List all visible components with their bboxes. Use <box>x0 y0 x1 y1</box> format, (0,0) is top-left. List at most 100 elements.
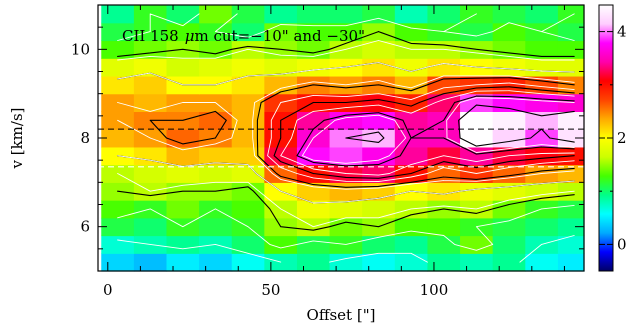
title-rest: m cut=−10" and −30" <box>194 27 365 45</box>
white-contour-line <box>117 40 575 228</box>
heatmap-cell <box>329 253 363 272</box>
white-contour-line <box>280 90 575 176</box>
heatmap-cell <box>394 111 429 130</box>
heatmap-cell <box>329 146 363 166</box>
title-mu: μ <box>185 27 195 45</box>
heatmap-cell <box>231 129 265 148</box>
colorbar-ticks: 0 2 4 <box>599 23 627 253</box>
heatmap-cell <box>231 111 265 130</box>
heatmap-cell <box>199 111 233 130</box>
colorbar-tick-label: 0 <box>617 235 627 253</box>
heatmap-cell <box>525 93 559 112</box>
black-contour-line <box>273 86 575 179</box>
heatmap-cell <box>460 235 494 254</box>
heatmap-cell <box>492 129 526 148</box>
heatmap-cell <box>101 235 135 254</box>
heatmap-cell <box>427 217 461 237</box>
heatmap-cell <box>492 200 526 219</box>
heatmap-cell <box>427 75 461 95</box>
heatmap-cell <box>133 253 168 272</box>
heatmap-cell <box>166 5 200 24</box>
heatmap-cell <box>166 253 200 272</box>
title-species: CII 158 <box>122 27 179 45</box>
heatmap-cell <box>394 253 429 272</box>
heatmap-cell <box>231 75 265 95</box>
black-contour-line <box>296 95 575 167</box>
heatmap-cell <box>557 75 585 95</box>
heatmap-cell <box>557 253 585 272</box>
heatmap-cell <box>557 200 585 219</box>
heatmap-cell <box>427 182 461 201</box>
y-tick-label: 8 <box>80 129 90 147</box>
heatmap-cell <box>199 164 233 183</box>
heatmap-cell <box>460 146 494 166</box>
heatmap-cell <box>296 200 331 219</box>
heatmap-cell <box>557 58 585 77</box>
heatmap-cell <box>199 253 233 272</box>
heatmap-cell <box>557 22 585 42</box>
x-axis-title: Offset ["] <box>307 306 376 324</box>
heatmap-cell <box>557 235 585 254</box>
heatmap-cell <box>394 22 429 42</box>
heatmap-cell <box>492 253 526 272</box>
heatmap-cell <box>166 22 200 42</box>
heatmap-cell <box>557 217 585 237</box>
heatmap-cell <box>231 146 265 166</box>
heatmap-cell <box>101 40 135 59</box>
heatmap-cell <box>199 217 233 237</box>
heatmap-cell <box>394 235 429 254</box>
heatmap-cell <box>525 217 559 237</box>
heatmap-cell <box>231 164 265 183</box>
heatmap-cell <box>362 253 396 272</box>
heatmap-cell <box>362 40 396 59</box>
heatmap-cell <box>231 235 265 254</box>
heatmap-cell <box>525 40 559 59</box>
heatmap-cell <box>427 235 461 254</box>
white-contour-line <box>267 82 575 182</box>
heatmap-cell <box>427 93 461 112</box>
heatmap-cell <box>133 146 168 166</box>
heatmap-cell <box>101 58 135 77</box>
heatmap-cell <box>492 5 526 24</box>
heatmap-cell <box>231 5 265 24</box>
heatmap-cell <box>166 235 200 254</box>
colorbar-tick-label: 4 <box>617 23 627 41</box>
heatmap-cell <box>329 111 363 130</box>
x-tick-label: 50 <box>261 281 280 299</box>
heatmap-cell <box>101 75 135 95</box>
heatmap-cell <box>492 58 526 77</box>
x-axis: 0 50 100 <box>103 5 565 299</box>
heatmap-cell <box>101 253 135 272</box>
heatmap-cell <box>199 40 233 59</box>
black-contour-line <box>117 31 575 231</box>
heatmap-cell <box>557 111 585 130</box>
x-tick-label: 0 <box>103 281 113 299</box>
heatmap-cell <box>427 5 461 24</box>
heatmap-cell <box>133 75 168 95</box>
heatmap-cell <box>460 129 494 148</box>
heatmap-cell <box>101 200 135 219</box>
heatmap-cell <box>166 129 200 148</box>
heatmap-cell <box>362 235 396 254</box>
heatmap-cell <box>394 93 429 112</box>
heatmap-cell <box>557 129 585 148</box>
heatmap-cell <box>101 5 135 24</box>
heatmap-cell <box>362 200 396 219</box>
heatmap-cell <box>199 146 233 166</box>
reference-lines <box>98 128 584 168</box>
heatmap-cell <box>133 164 168 183</box>
heatmap-cell <box>460 253 494 272</box>
heatmap-cell <box>101 217 135 237</box>
heatmap-cell <box>231 253 265 272</box>
heatmap-cell <box>525 146 559 166</box>
colorbar-tick-label: 2 <box>617 129 627 147</box>
heatmap-cell <box>362 111 396 130</box>
heatmap-cell <box>362 58 396 77</box>
heatmap-cell <box>296 182 331 201</box>
heatmap-cell <box>101 22 135 42</box>
heatmap-cell <box>329 182 363 201</box>
heatmap-cell <box>264 58 298 77</box>
heatmap-cell <box>492 22 526 42</box>
heatmap-cell <box>264 235 298 254</box>
